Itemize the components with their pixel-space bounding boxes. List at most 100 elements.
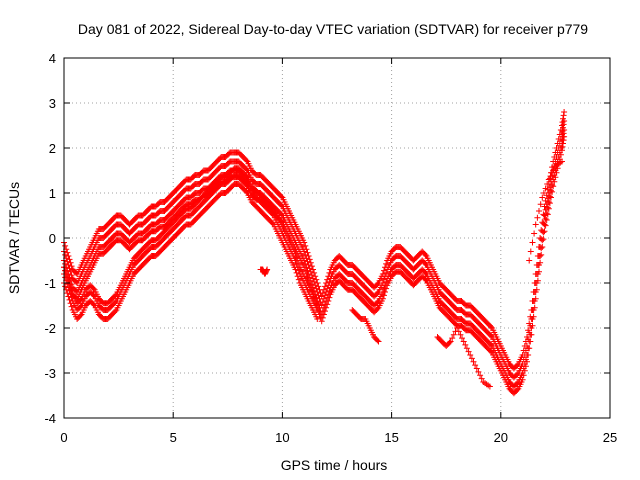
data-point: [278, 193, 285, 200]
y-tick-label: -4: [44, 411, 56, 426]
data-point: [538, 251, 545, 258]
data-point: [545, 205, 552, 212]
data-point: [539, 237, 546, 244]
data-point: [90, 292, 97, 299]
data-point: [524, 358, 530, 365]
data-point: [561, 133, 568, 140]
data-point: [66, 256, 73, 263]
data-point: [532, 295, 539, 302]
data-point: [302, 242, 309, 249]
data-point: [278, 202, 285, 209]
data-point: [422, 269, 429, 276]
data-point: [546, 193, 553, 200]
data-point: [382, 289, 388, 295]
data-point: [383, 269, 390, 276]
data-point: [307, 259, 314, 266]
y-tick-label: -3: [44, 366, 56, 381]
data-point: [374, 281, 381, 288]
data-point: [527, 248, 534, 255]
data-point: [539, 244, 546, 250]
data-point: [68, 303, 75, 310]
data-point: [548, 194, 554, 201]
data-point: [318, 318, 325, 325]
data-point: [68, 272, 75, 279]
data-point: [549, 188, 556, 195]
data-point: [379, 295, 386, 302]
data-point: [514, 362, 521, 369]
data-point: [422, 251, 429, 258]
data-point: [326, 278, 333, 285]
data-point: [383, 285, 390, 292]
data-point: [325, 298, 332, 304]
data-point: [541, 221, 548, 228]
data-point: [67, 259, 74, 266]
data-point: [62, 267, 69, 274]
data-point: [374, 299, 381, 306]
data-point: [537, 253, 544, 259]
data-point: [537, 259, 544, 266]
data-point: [551, 178, 558, 185]
data-point: [545, 199, 552, 205]
data-point: [531, 304, 538, 311]
data-point: [542, 215, 549, 222]
data-point: [552, 174, 559, 181]
y-axis-label: SDTVAR / TECUs: [6, 182, 22, 294]
data-point: [66, 281, 73, 288]
data-point: [557, 151, 564, 158]
data-point: [549, 182, 556, 189]
data-point: [521, 367, 528, 374]
data-point: [65, 253, 72, 259]
data-point: [542, 222, 549, 229]
data-point: [526, 257, 533, 264]
x-tick-label: 10: [275, 430, 289, 445]
x-tick-label: 0: [60, 430, 67, 445]
data-point: [544, 211, 551, 218]
y-tick-label: -1: [44, 276, 56, 291]
y-tick-label: 4: [49, 51, 56, 66]
data-point: [90, 285, 97, 292]
data-point: [64, 274, 71, 281]
data-point: [514, 371, 521, 378]
data-point: [312, 273, 319, 280]
data-point: [314, 280, 321, 286]
data-point: [381, 292, 387, 299]
data-point: [546, 200, 553, 207]
data-point: [303, 246, 310, 253]
data-point: [514, 386, 521, 393]
data-point: [540, 229, 547, 236]
y-tick-label: 2: [49, 141, 56, 156]
data-point: [278, 211, 285, 218]
x-tick-label: 15: [384, 430, 398, 445]
data-point: [112, 299, 119, 306]
data-point: [488, 348, 494, 355]
data-point: [77, 296, 84, 303]
data-point: [243, 157, 250, 164]
chart-title: Day 081 of 2022, Sidereal Day-to-day VTE…: [78, 21, 588, 37]
data-point: [67, 284, 74, 291]
data-point: [548, 187, 554, 194]
data-point: [560, 140, 566, 147]
data-point: [326, 294, 333, 301]
data-point: [422, 260, 429, 267]
y-tick-label: 3: [49, 96, 56, 111]
data-point: [68, 287, 75, 294]
y-tick-label: 0: [49, 231, 56, 246]
data-point: [541, 228, 548, 235]
data-point: [311, 269, 318, 276]
data-point: [532, 221, 539, 228]
data-point: [319, 314, 326, 321]
data-point: [540, 236, 547, 243]
data-point: [324, 301, 331, 308]
data-point: [322, 308, 328, 315]
data-point: [561, 118, 568, 124]
data-point: [522, 363, 529, 370]
data-point: [320, 311, 327, 318]
data-point: [301, 239, 308, 246]
data-point: [68, 263, 75, 270]
data-point: [304, 249, 311, 256]
data-point: [488, 323, 494, 330]
data-point: [525, 352, 532, 358]
data-point: [422, 276, 429, 283]
x-tick-label: 5: [170, 430, 177, 445]
